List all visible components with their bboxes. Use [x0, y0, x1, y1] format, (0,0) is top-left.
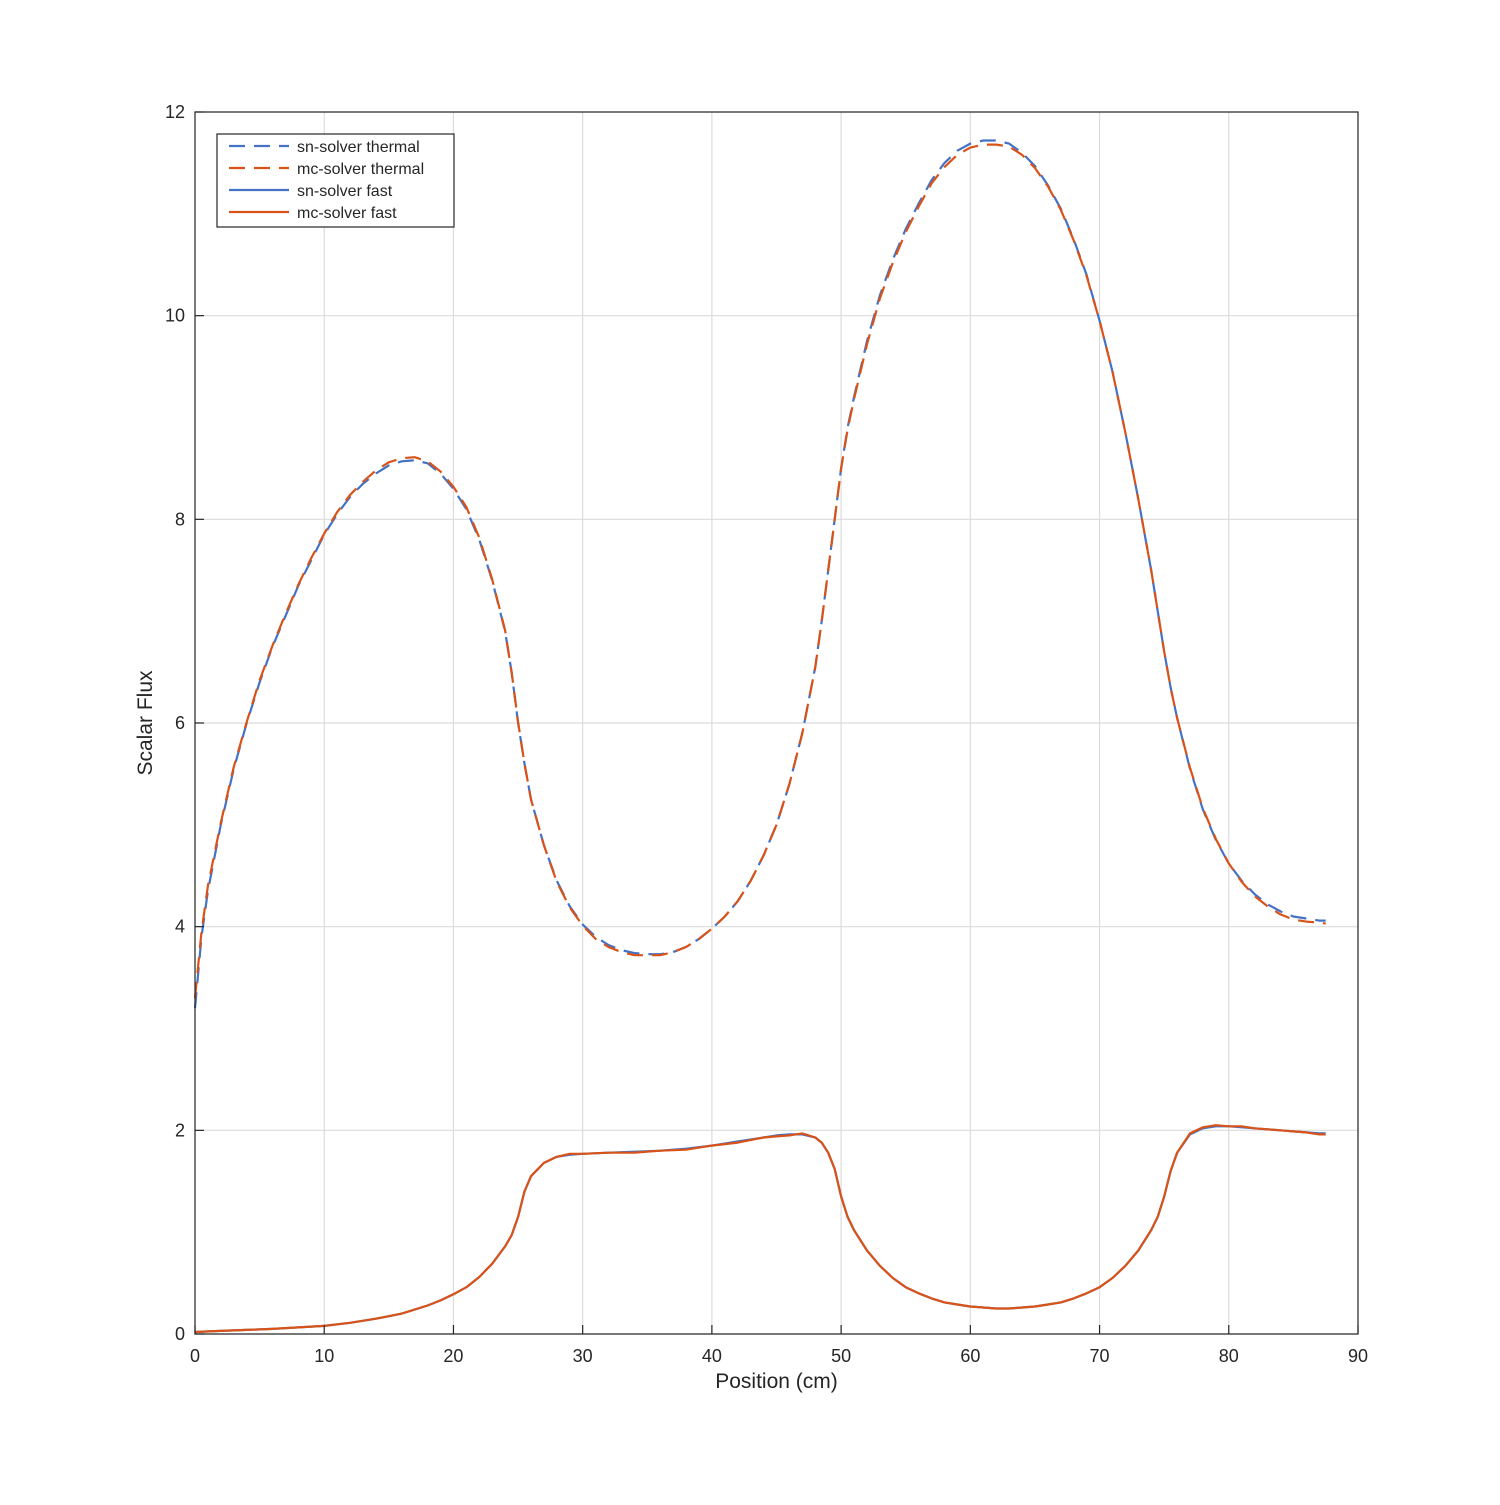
legend-label: mc-solver thermal	[297, 161, 424, 178]
y-tick-label: 6	[175, 713, 185, 733]
x-tick-label: 60	[960, 1346, 980, 1366]
y-tick-label: 4	[175, 917, 185, 937]
legend-label: sn-solver thermal	[297, 139, 420, 156]
x-tick-label: 20	[443, 1346, 463, 1366]
x-tick-label: 90	[1348, 1346, 1368, 1366]
y-tick-label: 2	[175, 1120, 185, 1140]
series-line-mc-solver-fast	[194, 1124, 1326, 1334]
series-layer	[193, 139, 1326, 1334]
y-tick-label: 10	[165, 306, 185, 326]
y-tick-label: 12	[165, 102, 185, 122]
x-tick-label: 70	[1090, 1346, 1110, 1366]
x-axis-title: Position (cm)	[715, 1370, 838, 1393]
x-tick-label: 30	[573, 1346, 593, 1366]
x-tick-label: 10	[314, 1346, 334, 1366]
y-tick-label: 8	[175, 509, 185, 529]
series-line-mc-solver-thermal	[193, 143, 1326, 999]
x-tick-label: 40	[702, 1346, 722, 1366]
legend-label: mc-solver fast	[297, 205, 397, 222]
y-axis-title: Scalar Flux	[134, 670, 157, 776]
x-tick-label: 80	[1219, 1346, 1239, 1366]
y-tick-label: 0	[175, 1324, 185, 1344]
ticks: 0 10 20 30 40 50 60 70 80 90 0 2 4 6 8 10 12	[165, 102, 1368, 1366]
legend-label: sn-solver fast	[297, 183, 393, 200]
x-tick-label: 0	[190, 1346, 200, 1366]
legend: sn-solver thermal mc-solver thermal sn-sol…	[216, 133, 455, 228]
x-tick-label: 50	[831, 1346, 851, 1366]
